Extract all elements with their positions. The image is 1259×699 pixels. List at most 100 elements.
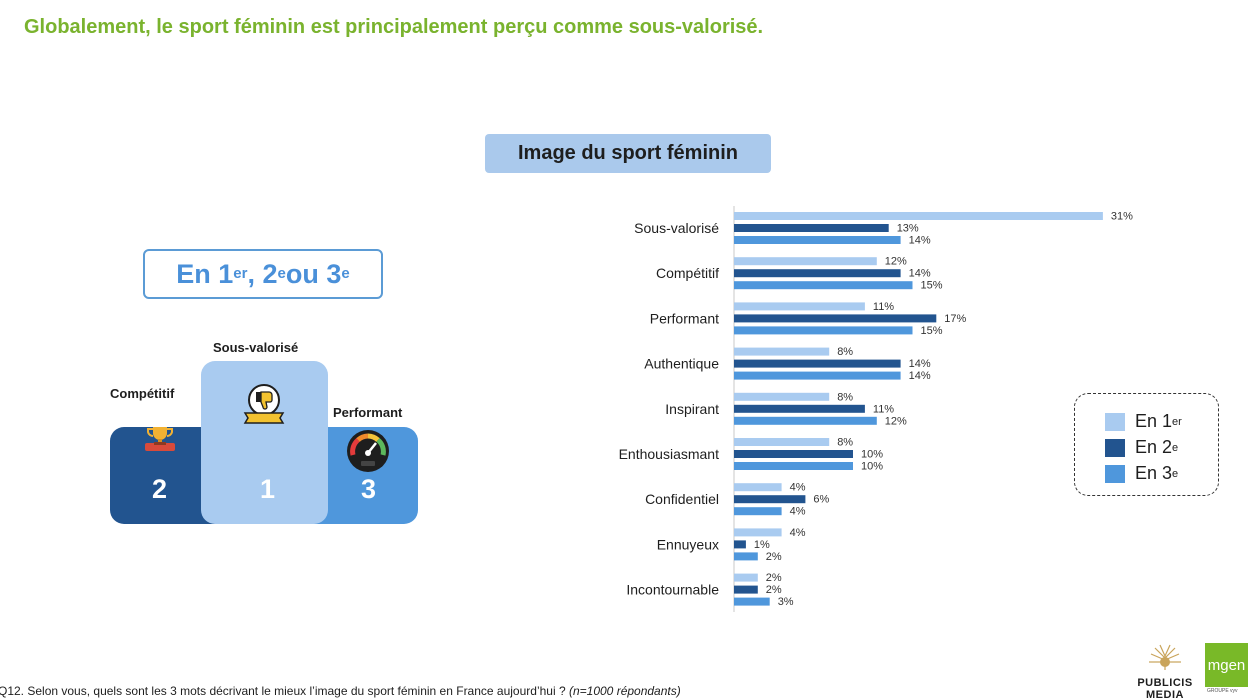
bar xyxy=(734,483,782,492)
data-label: 14% xyxy=(909,235,931,247)
bar xyxy=(734,528,782,537)
rank-heading-part: , 2 xyxy=(247,258,278,289)
publicis-logo-text: PUBLICIS xyxy=(1137,677,1193,689)
category-label: Sous-valorisé xyxy=(634,220,719,236)
data-label: 14% xyxy=(909,268,931,280)
category-label: Confidentiel xyxy=(645,491,719,507)
footnote-question: Q12. Selon vous, quels sont les 3 mots d… xyxy=(0,684,566,698)
data-label: 15% xyxy=(921,280,943,292)
bar xyxy=(734,224,889,232)
page-title: Globalement, le sport féminin est princi… xyxy=(24,16,764,38)
trophy-icon xyxy=(145,427,175,451)
mgen-logo-sub: GROUPE vyv xyxy=(1207,688,1238,694)
bar xyxy=(734,416,877,425)
bar xyxy=(734,371,901,380)
bar xyxy=(734,450,853,458)
bar xyxy=(734,314,937,323)
data-label: 4% xyxy=(790,527,806,539)
bar xyxy=(734,495,806,504)
data-label: 6% xyxy=(813,494,829,506)
publicis-media-logo: PUBLICIS MEDIA xyxy=(1130,642,1200,699)
bar xyxy=(734,236,901,244)
bar xyxy=(734,281,913,290)
legend-swatch xyxy=(1105,464,1125,483)
data-label: 2% xyxy=(766,572,782,584)
bar xyxy=(734,597,770,606)
podium-third-label: Performant xyxy=(333,405,403,420)
lion-icon xyxy=(1149,644,1181,670)
bar xyxy=(734,585,758,594)
podium-first-rank: 1 xyxy=(260,474,276,504)
legend-label: En 2 xyxy=(1135,437,1173,457)
bar xyxy=(734,552,758,561)
data-label: 10% xyxy=(861,449,883,461)
rank-heading-part: En 1 xyxy=(176,258,234,289)
bar xyxy=(734,326,913,335)
podium-first-label: Sous-valorisé xyxy=(213,340,299,355)
bar xyxy=(734,257,877,266)
bar xyxy=(734,404,865,413)
data-label: 17% xyxy=(944,313,966,325)
bar xyxy=(734,347,830,356)
podium-first-block: 1 xyxy=(201,361,328,524)
bar xyxy=(734,359,901,368)
data-label: 4% xyxy=(790,482,806,494)
footnote-sample: (n=1000 répondants) xyxy=(568,684,681,698)
chart-title: Image du sport féminin xyxy=(485,134,771,173)
data-label: 11% xyxy=(873,403,894,415)
data-label: 31% xyxy=(1111,211,1133,223)
category-label: Incontournable xyxy=(626,582,719,598)
data-label: 2% xyxy=(766,551,782,563)
legend-label: En 1 xyxy=(1135,411,1173,431)
category-label: Ennuyeux xyxy=(657,536,719,552)
data-label: 12% xyxy=(885,256,907,268)
data-label: 8% xyxy=(837,437,853,449)
legend-item: En 1 er xyxy=(1105,411,1182,432)
data-label: 1% xyxy=(754,539,770,551)
legend-swatch xyxy=(1105,412,1125,431)
category-label: Compétitif xyxy=(656,265,719,281)
data-label: 2% xyxy=(766,584,782,596)
data-label: 14% xyxy=(909,358,931,370)
podium-second-rank: 2 xyxy=(152,474,168,504)
category-label: Performant xyxy=(650,310,719,326)
legend-swatch xyxy=(1105,438,1125,457)
category-label: Enthousiasmant xyxy=(619,446,720,462)
footnote: Q12. Selon vous, quels sont les 3 mots d… xyxy=(0,684,681,698)
category-label: Authentique xyxy=(644,356,719,372)
bar xyxy=(734,540,746,549)
category-label: Inspirant xyxy=(665,401,719,417)
bar xyxy=(734,392,830,401)
podium-third-block: 3 xyxy=(310,427,418,524)
bar xyxy=(734,438,830,446)
media-logo-text: MEDIA xyxy=(1146,689,1184,699)
thumbs-down-award-icon xyxy=(243,384,285,424)
data-label: 8% xyxy=(837,346,853,358)
data-label: 13% xyxy=(897,223,919,235)
bar xyxy=(734,507,782,516)
data-label: 3% xyxy=(778,596,794,608)
data-label: 4% xyxy=(790,506,806,518)
podium-third-rank: 3 xyxy=(361,474,377,504)
legend-label: En 3 xyxy=(1135,463,1173,483)
data-label: 12% xyxy=(885,415,907,427)
podium-second-label: Compétitif xyxy=(110,386,175,401)
bar xyxy=(734,212,1103,220)
bar xyxy=(734,302,865,311)
data-label: 10% xyxy=(861,461,883,473)
data-label: 14% xyxy=(909,370,931,382)
data-label: 8% xyxy=(837,391,853,403)
bar xyxy=(734,462,853,470)
rank-heading-part: ou 3 xyxy=(285,258,342,289)
bar xyxy=(734,573,758,582)
speedometer-icon xyxy=(347,430,389,472)
mgen-logo: mgen xyxy=(1205,643,1248,687)
data-label: 15% xyxy=(921,325,943,337)
bar xyxy=(734,269,901,278)
data-label: 11% xyxy=(873,301,894,313)
